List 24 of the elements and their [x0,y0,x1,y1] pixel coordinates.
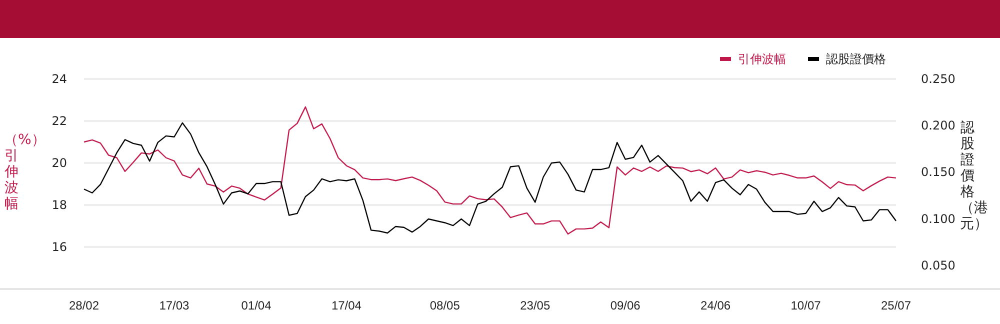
x-tick-label: 08/05 [430,298,460,313]
x-tick-label: 23/05 [520,298,550,313]
y-tick-label: 24 [52,72,67,86]
y2-tick-label: 0.150 [921,165,956,180]
y2-tick-label: 0.250 [921,72,956,86]
x-tick-label: 28/02 [68,298,100,313]
y2-tick-label: 0.100 [921,212,956,226]
y2-axis-title: 認股證價格（港元） [960,120,988,232]
legend-label: 認股證價格 [826,52,886,66]
x-tick-label: 25/07 [880,298,912,313]
y2-tick-label: 0.050 [921,258,956,273]
y-tick-label: 16 [52,240,67,254]
y-axis-title: （%）引伸波幅 [4,132,46,212]
x-tick-label: 17/03 [159,298,190,313]
y-tick-label: 18 [52,198,67,212]
x-tick-label: 01/04 [241,298,272,313]
x-tick-label: 09/06 [610,298,641,313]
y2-tick-label: 0.200 [921,118,956,133]
x-tick-label: 10/07 [790,298,822,313]
y-tick-label: 22 [52,114,67,128]
legend-label: 引伸波幅 [738,52,786,66]
x-tick-label: 24/06 [700,298,731,313]
y-tick-label: 20 [52,156,67,170]
x-tick-label: 17/04 [331,298,362,313]
